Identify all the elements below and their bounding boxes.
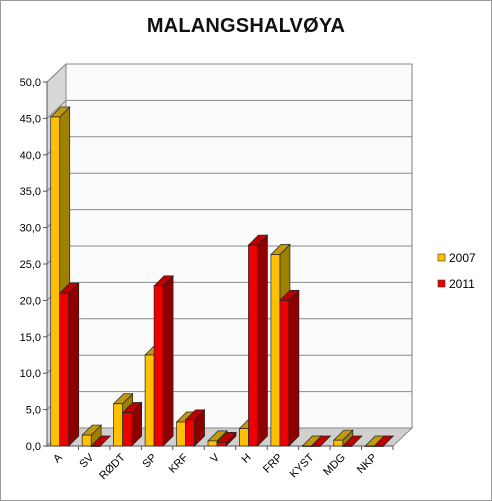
bar-2011-FRP-side: [288, 289, 300, 447]
x-tick-label: MDG: [321, 452, 348, 479]
y-tick-label: 10,0: [20, 368, 41, 380]
bar-2007-SV: [81, 434, 92, 447]
legend-swatch-2007: [437, 253, 446, 262]
x-tick-label: H: [239, 452, 253, 466]
bar-2007-FRP: [270, 254, 281, 447]
bar-2011-SP-side: [162, 274, 174, 447]
y-tick-label: 20,0: [20, 295, 41, 307]
y-tick-label: 15,0: [20, 332, 41, 344]
y-tick-label: 50,0: [20, 77, 41, 89]
y-tick-label: 5,0: [26, 405, 41, 417]
legend-label-2007: 2007: [449, 251, 476, 265]
y-tick-label: 0,0: [26, 441, 41, 453]
gridline-diagonal: [46, 63, 67, 83]
bar-2011-A: [59, 292, 70, 447]
bar-2011-H: [248, 244, 258, 447]
bar-2011-V: [216, 442, 227, 447]
x-tick-label: SV: [77, 451, 96, 470]
bar-2007-A: [50, 116, 61, 447]
x-tick-label: FRP: [261, 452, 285, 476]
bar-2011-SP: [153, 285, 164, 447]
bar-2011-A-side: [68, 282, 80, 447]
x-tick-label: RØDT: [97, 451, 128, 482]
bar-2011-MDG: [342, 445, 353, 447]
bar-2007-KYST: [302, 445, 312, 447]
x-tick-label: A: [51, 451, 65, 465]
bar-2011-SV: [90, 445, 101, 447]
legend-label-2011: 2011: [449, 277, 475, 291]
x-tick-label: KRF: [167, 451, 191, 475]
y-tick-label: 25,0: [20, 259, 41, 271]
bar-2007-SP: [144, 354, 155, 447]
bar-2011-FRP: [279, 300, 290, 447]
bar-2007-NKP: [364, 445, 375, 447]
bar-2007-V: [207, 440, 218, 447]
y-tick-label: 35,0: [20, 186, 41, 198]
bar-2007-MDG: [333, 439, 344, 447]
bar-2011-H-side: [257, 234, 268, 447]
legend-swatch-2011: [437, 279, 446, 288]
x-tick-label: V: [208, 451, 222, 465]
x-tick-label: NKP: [355, 452, 379, 476]
x-tick-label: KYST: [288, 451, 317, 480]
gridline-diagonal: [46, 100, 67, 119]
bar-2011-NKP: [373, 445, 384, 447]
bar-2007-H: [239, 428, 249, 447]
bar-2007-KRF: [176, 421, 186, 447]
bar-2011-KRF: [185, 419, 195, 447]
bar-2011-KYST: [311, 445, 321, 447]
y-tick-label: 30,0: [20, 223, 41, 235]
y-tick-label: 40,0: [20, 150, 41, 162]
x-tick-label: SP: [140, 452, 159, 471]
chart-title: MALANGSHALVØYA: [146, 15, 346, 37]
bar-2011-RØDT: [122, 412, 132, 447]
y-tick-label: 45,0: [20, 113, 41, 125]
bar-2007-RØDT: [113, 403, 123, 447]
